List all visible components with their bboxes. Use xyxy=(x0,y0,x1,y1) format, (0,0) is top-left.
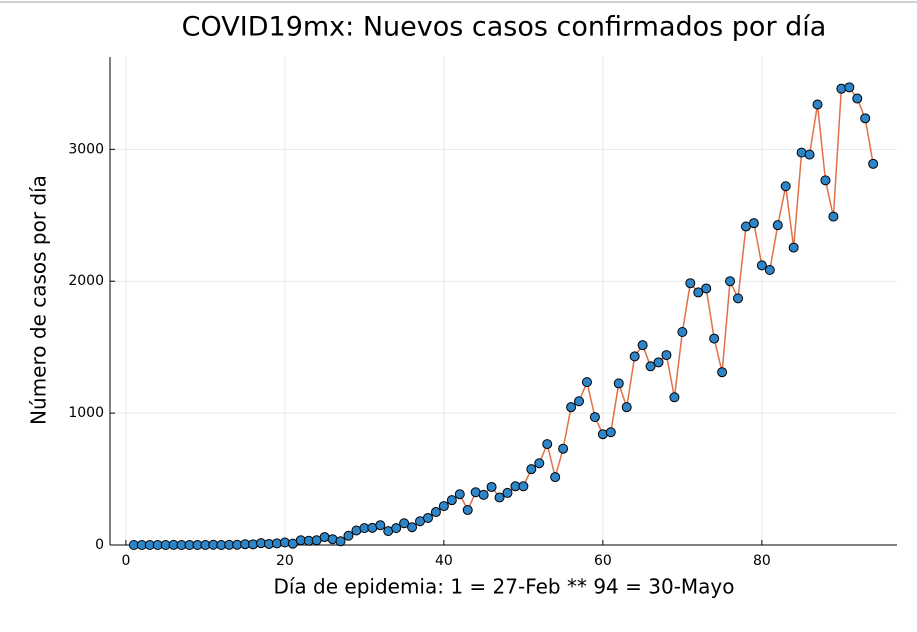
data-point xyxy=(391,523,402,534)
data-point xyxy=(717,367,728,378)
data-point xyxy=(518,481,529,492)
data-point xyxy=(653,357,664,368)
data-point xyxy=(438,501,449,512)
data-point xyxy=(868,158,879,169)
data-point xyxy=(661,350,672,361)
data-point xyxy=(772,220,783,231)
data-point xyxy=(621,402,632,413)
data-point xyxy=(407,522,418,533)
data-point xyxy=(526,464,537,475)
data-point xyxy=(581,377,592,388)
data-point xyxy=(645,361,656,372)
y-tick-label: 2000 xyxy=(68,273,104,289)
data-point xyxy=(550,472,561,483)
x-tick-label: 0 xyxy=(121,553,130,569)
data-point xyxy=(534,458,545,469)
data-point xyxy=(375,520,386,531)
data-point xyxy=(677,326,688,337)
data-point xyxy=(764,265,775,276)
data-point xyxy=(701,283,712,294)
data-point xyxy=(399,518,410,529)
data-point xyxy=(788,242,799,253)
data-point xyxy=(542,439,553,450)
x-axis-label: Día de epidemia: 1 = 27-Feb ** 94 = 30-M… xyxy=(273,575,734,599)
data-point xyxy=(860,113,871,124)
data-point xyxy=(574,396,585,407)
data-point xyxy=(478,489,489,500)
data-point xyxy=(494,492,505,503)
data-point xyxy=(605,427,616,438)
data-point xyxy=(820,175,831,186)
data-point xyxy=(430,507,441,518)
data-point xyxy=(852,93,863,104)
data-point xyxy=(709,333,720,344)
y-axis-label: Número de casos por día xyxy=(27,175,51,425)
chart-title: COVID19mx: Nuevos casos confirmados por … xyxy=(182,12,827,43)
data-point xyxy=(502,487,513,498)
data-point xyxy=(462,505,473,516)
data-point xyxy=(733,293,744,304)
y-tick-label: 3000 xyxy=(68,141,104,157)
data-point xyxy=(669,392,680,403)
data-point xyxy=(804,149,815,160)
data-point xyxy=(756,260,767,271)
y-tick-label: 1000 xyxy=(68,405,104,421)
data-point xyxy=(446,495,457,506)
data-point xyxy=(748,218,759,229)
data-point xyxy=(566,402,577,413)
data-point xyxy=(589,412,600,423)
data-point xyxy=(343,530,354,541)
data-point xyxy=(335,536,346,547)
data-point xyxy=(558,443,569,454)
y-tick-label: 0 xyxy=(95,537,104,553)
data-point xyxy=(454,489,465,500)
data-point xyxy=(693,287,704,298)
data-point xyxy=(486,481,497,492)
data-point xyxy=(844,82,855,93)
data-point xyxy=(422,512,433,523)
data-point xyxy=(685,278,696,289)
x-tick-label: 60 xyxy=(594,553,612,569)
x-tick-label: 40 xyxy=(435,553,453,569)
data-point xyxy=(828,211,839,222)
x-tick-label: 80 xyxy=(753,553,771,569)
data-point xyxy=(629,351,640,362)
data-point xyxy=(637,340,648,351)
data-point xyxy=(613,378,624,389)
data-point xyxy=(812,99,823,110)
data-point xyxy=(780,181,791,192)
data-point xyxy=(725,276,736,287)
x-tick-label: 20 xyxy=(276,553,294,569)
